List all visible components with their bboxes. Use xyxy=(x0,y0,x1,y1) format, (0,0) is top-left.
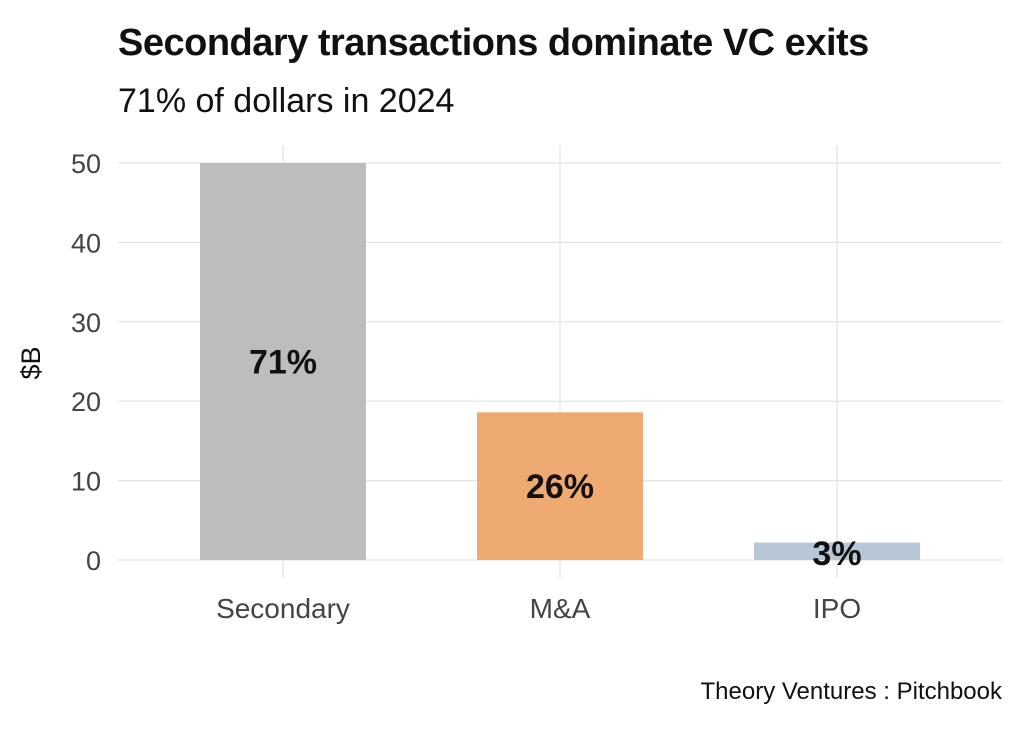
y-tick-label: 0 xyxy=(86,546,101,576)
data-labels: 71% 26% 3% xyxy=(249,344,862,574)
chart-title: Secondary transactions dominate VC exits xyxy=(118,22,869,64)
source-note: Theory Ventures : Pitchbook xyxy=(700,678,1003,705)
y-tick-label: 40 xyxy=(71,228,101,258)
data-label: 3% xyxy=(812,535,861,573)
y-axis-title: $B xyxy=(16,346,46,379)
bars xyxy=(200,163,920,560)
data-label: 26% xyxy=(526,468,594,506)
bar-secondary xyxy=(200,163,366,560)
x-axis-categories: Secondary M&A IPO xyxy=(216,593,861,624)
y-tick-label: 30 xyxy=(71,308,101,338)
y-tick-label: 50 xyxy=(71,149,101,179)
data-label: 71% xyxy=(249,344,317,382)
bar-ipo xyxy=(754,542,920,560)
bar-m-a xyxy=(477,412,643,560)
chart-subtitle: 71% of dollars in 2024 xyxy=(118,82,455,120)
y-tick-label: 10 xyxy=(71,467,101,497)
x-tick-label: M&A xyxy=(530,593,591,624)
x-tick-label: IPO xyxy=(813,593,861,624)
y-axis-ticks: 0 10 20 30 40 50 xyxy=(71,149,101,576)
y-tick-label: 20 xyxy=(71,387,101,417)
x-tick-label: Secondary xyxy=(216,593,350,624)
